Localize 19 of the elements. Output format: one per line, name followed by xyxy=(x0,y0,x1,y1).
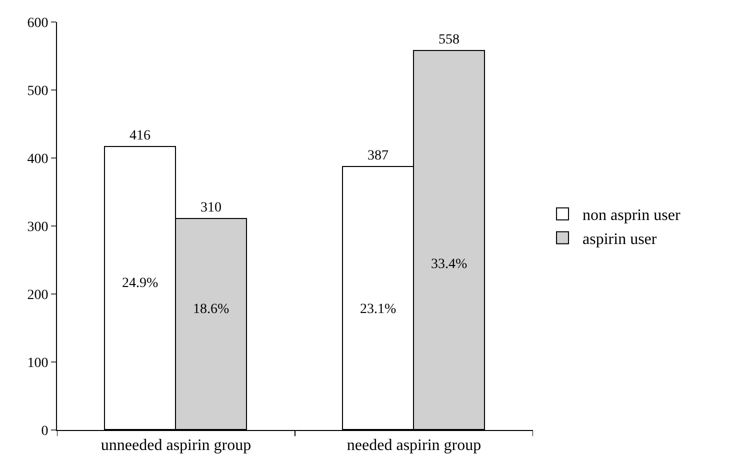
x-tick-label: unneeded aspirin group xyxy=(100,437,252,454)
legend-label: non asprin user xyxy=(582,207,681,224)
data-label: 387 xyxy=(368,148,388,164)
annotation: 23.1% xyxy=(360,302,396,317)
annotation: 24.9% xyxy=(122,276,158,291)
data-label: 416 xyxy=(130,128,150,144)
y-tick-label: 0 xyxy=(41,424,48,439)
data-label: 310 xyxy=(200,200,222,216)
data-label: 558 xyxy=(438,32,460,48)
x-tick-label: needed aspirin group xyxy=(346,437,482,454)
annotation: 18.6% xyxy=(193,302,230,317)
y-tick-label: 500 xyxy=(27,84,48,99)
y-tick-label: 200 xyxy=(27,288,48,303)
y-tick-label: 400 xyxy=(27,152,48,167)
annotation: 33.4% xyxy=(431,257,468,272)
y-tick-label: 600 xyxy=(27,16,48,31)
legend-label: aspirin user xyxy=(582,230,658,248)
y-tick-label: 300 xyxy=(27,220,48,235)
y-tick-label: 100 xyxy=(27,356,48,371)
